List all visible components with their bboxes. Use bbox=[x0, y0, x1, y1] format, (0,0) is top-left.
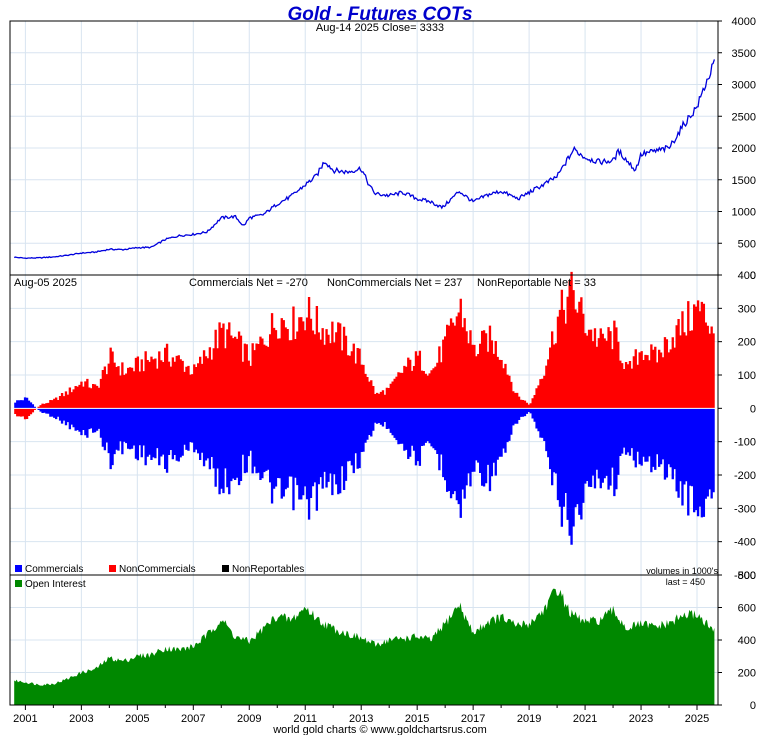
cot-y-tick-label: 0 bbox=[750, 403, 756, 415]
price-y-tick-label: 2000 bbox=[732, 143, 756, 155]
oi-y-tick-label: 800 bbox=[738, 570, 756, 582]
legend-label-commercials: Commercials bbox=[25, 564, 83, 575]
cot-y-tick-label: -500 bbox=[734, 570, 756, 582]
legend-label-open-interest: Open Interest bbox=[25, 579, 86, 590]
cot-y-tick-label: 300 bbox=[738, 303, 756, 315]
oi-last-note: last = 450 bbox=[666, 577, 705, 587]
series-open-interest bbox=[14, 588, 715, 705]
legend-swatch-nonreportables bbox=[222, 565, 229, 572]
x-tick-label: 2015 bbox=[405, 713, 429, 725]
x-tick-label: 2013 bbox=[349, 713, 373, 725]
cot-y-tick-label: -300 bbox=[734, 503, 756, 515]
series-commercials bbox=[14, 397, 715, 545]
oi-y-tick-label: 0 bbox=[750, 700, 756, 712]
x-tick-label: 2021 bbox=[573, 713, 597, 725]
commercials-net-label: Commercials Net = -270 bbox=[189, 277, 308, 289]
chart-title: Gold - Futures COTs bbox=[287, 4, 472, 25]
cot-date-label: Aug-05 2025 bbox=[14, 277, 77, 289]
open-interest-panel: 0 200 400 600 800 bbox=[10, 570, 756, 712]
price-y-tick-label: 3000 bbox=[732, 80, 756, 92]
chart-subtitle: Aug-14 2025 Close= 3333 bbox=[316, 22, 444, 34]
noncommercials-net-label: NonCommercials Net = 237 bbox=[327, 277, 462, 289]
legend-swatch-commercials bbox=[15, 565, 22, 572]
cot-y-tick-label: -100 bbox=[734, 437, 756, 449]
legend-swatch-noncommercials bbox=[109, 565, 116, 572]
cot-y-tick-label: -200 bbox=[734, 470, 756, 482]
x-tick-label: 2001 bbox=[13, 713, 37, 725]
x-tick-label: 2019 bbox=[517, 713, 541, 725]
x-tick-label: 2017 bbox=[461, 713, 485, 725]
footer-credit: world gold charts © www.goldchartsrus.co… bbox=[272, 724, 487, 735]
price-line bbox=[13, 59, 716, 260]
legend-label-noncommercials: NonCommercials bbox=[119, 564, 196, 575]
x-tick-label: 2009 bbox=[237, 713, 261, 725]
x-tick-label: 2007 bbox=[181, 713, 205, 725]
x-tick-label: 2011 bbox=[293, 713, 317, 725]
legend-swatch-open-interest bbox=[15, 580, 22, 587]
price-y-tick-label: 4000 bbox=[732, 16, 756, 28]
cot-y-tick-label: -400 bbox=[734, 537, 756, 549]
nonreportable-net-label: NonReportable Net = 33 bbox=[477, 277, 596, 289]
price-y-tick-label: 2500 bbox=[732, 111, 756, 123]
price-y-tick-label: 1000 bbox=[732, 207, 756, 219]
oi-y-tick-label: 600 bbox=[738, 603, 756, 615]
cot-y-tick-label: 100 bbox=[738, 370, 756, 382]
x-tick-label: 2025 bbox=[685, 713, 709, 725]
price-panel: 0 500 1000 1500 2000 2500 3000 3500 4000 bbox=[10, 16, 756, 282]
x-tick-label: 2003 bbox=[69, 713, 93, 725]
price-y-tick-label: 1500 bbox=[732, 175, 756, 187]
oi-y-tick-label: 200 bbox=[738, 668, 756, 680]
series-noncommercials bbox=[14, 271, 715, 420]
cot-panel: -500 -400 -300 -200 -100 0 100 200 300 400 bbox=[10, 270, 756, 582]
x-tick-label: 2023 bbox=[629, 713, 653, 725]
price-y-tick-label: 3500 bbox=[732, 48, 756, 60]
legend-label-nonreportables: NonReportables bbox=[232, 564, 304, 575]
cot-y-tick-label: 400 bbox=[738, 270, 756, 282]
x-axis: 2001 2003 2005 2007 2009 2011 2013 2015 2017 2019… bbox=[9, 20, 719, 725]
oi-y-tick-label: 400 bbox=[738, 635, 756, 647]
price-y-tick-label: 0 bbox=[750, 270, 756, 282]
x-tick-label: 2005 bbox=[125, 713, 149, 725]
volume-note: volumes in 1000's bbox=[646, 566, 718, 576]
price-y-tick-label: 500 bbox=[738, 238, 756, 250]
cot-y-tick-label: 200 bbox=[738, 337, 756, 349]
